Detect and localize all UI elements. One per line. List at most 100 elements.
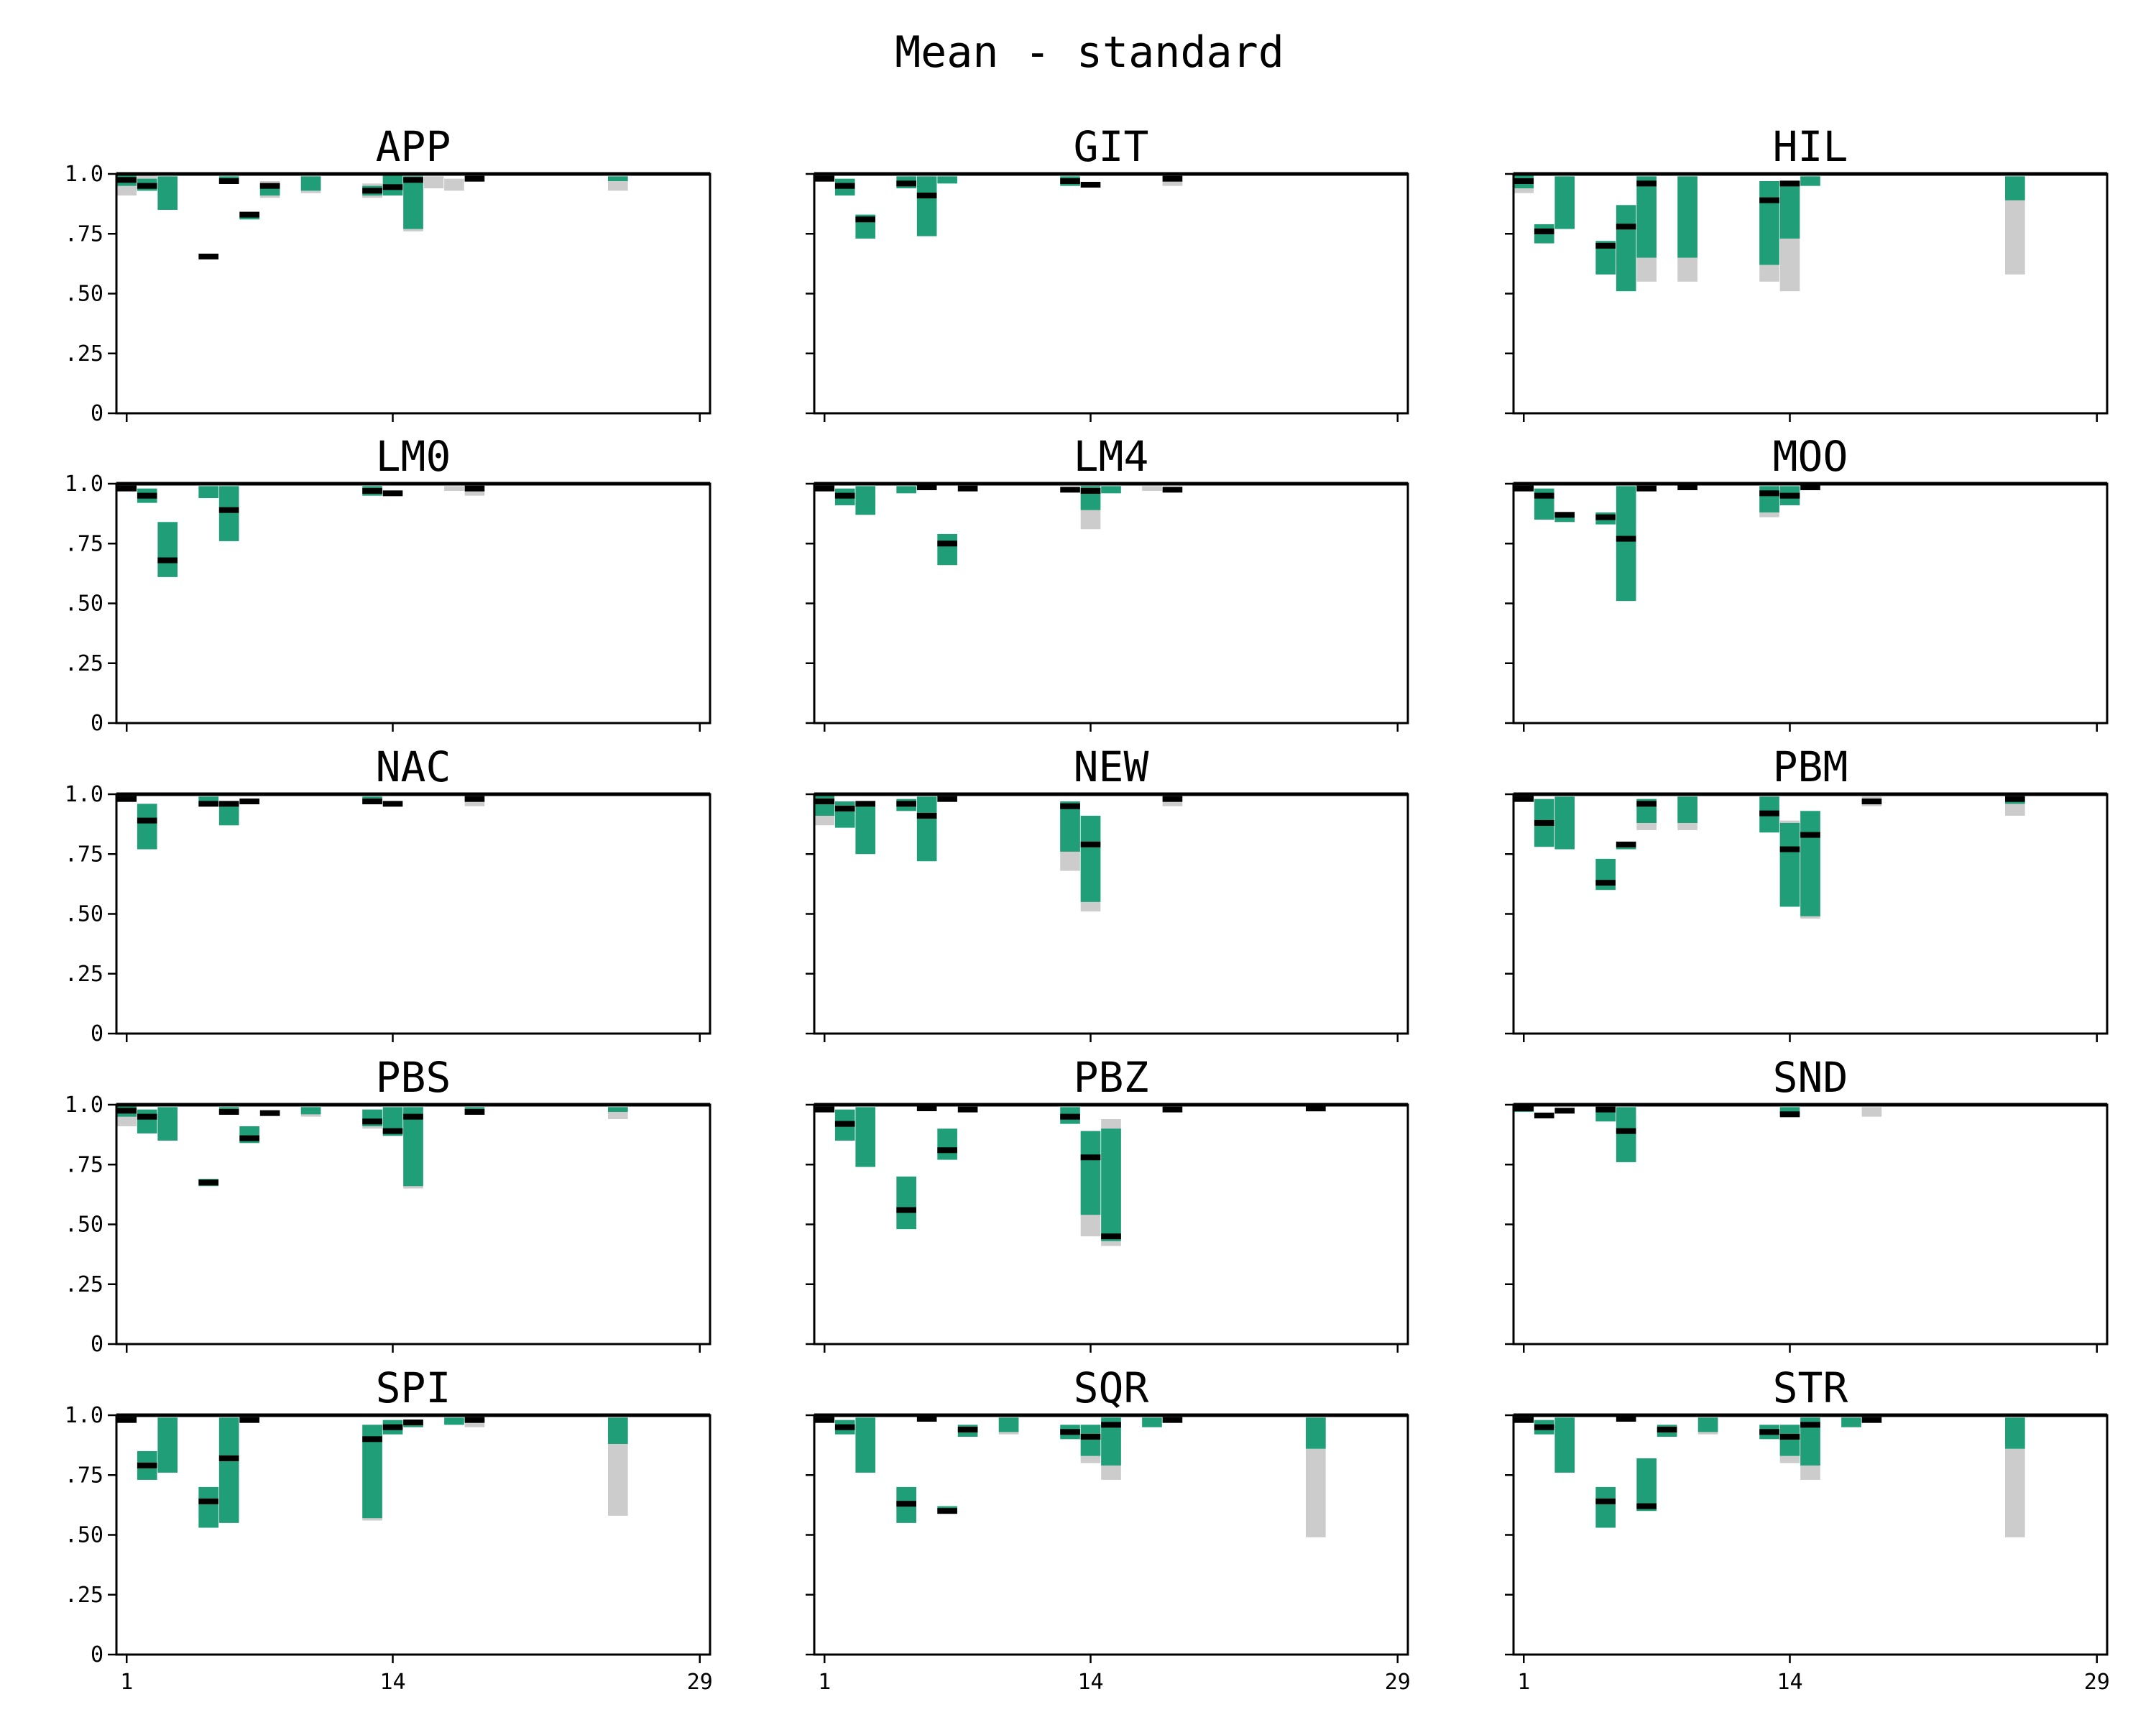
bar-mean-marker: [1080, 1154, 1101, 1161]
y-tick-label: .50: [65, 282, 103, 307]
bar-mean-marker: [1861, 1417, 1882, 1423]
panel-title: PBS: [376, 1053, 451, 1102]
bar-mean-marker: [855, 801, 876, 807]
bar-mean-marker: [259, 183, 280, 189]
bar-mean-marker: [198, 1498, 218, 1504]
x-tick-label: 1: [818, 1670, 831, 1695]
axes-frame: [813, 793, 1409, 1035]
x-tick-label: 29: [687, 1670, 713, 1695]
bar-mean-marker: [464, 175, 485, 182]
bar-range: [896, 486, 916, 494]
bar-mean-marker: [1060, 803, 1080, 809]
bar-mean-marker: [382, 1424, 403, 1430]
bar-mean-marker: [937, 1147, 957, 1154]
bar-range: [1800, 811, 1820, 916]
bar-mean-marker: [1101, 1233, 1121, 1240]
bar-extended-range: [423, 176, 444, 188]
bar-mean-marker: [1060, 178, 1080, 184]
bar-mean-marker: [1861, 798, 1882, 804]
y-tick-label: .25: [65, 1272, 103, 1297]
bar-range: [1677, 176, 1697, 258]
bar-range: [1636, 1458, 1657, 1512]
panel-spi: SPI 0 .25 .50 .75 1.0 1 14 29: [65, 1363, 713, 1695]
y-tick-label: .25: [65, 651, 103, 676]
bar-mean-marker: [896, 1501, 916, 1507]
axes-frame: [813, 482, 1409, 724]
y-tick-label: .75: [65, 531, 103, 556]
x-tick-label: 1: [120, 1670, 133, 1695]
bar-mean-marker: [1554, 1108, 1575, 1114]
y-tick-label: 0: [91, 401, 103, 426]
bar-mean-marker: [1759, 810, 1779, 816]
bar-mean-marker: [1759, 490, 1779, 497]
panel-new: NEW: [806, 742, 1409, 1042]
bar-mean-marker: [116, 485, 137, 492]
y-tick-label: 0: [91, 1021, 103, 1046]
panel-pbz: PBZ: [806, 1053, 1409, 1353]
bar-mean-marker: [218, 507, 239, 513]
bar-mean-marker: [1616, 535, 1636, 542]
bar-range: [300, 1107, 321, 1115]
panel-app: APP 0 .25 .50 .75 1.0: [65, 122, 711, 426]
bar-mean-marker: [464, 1417, 485, 1423]
bar-range: [1142, 1417, 1162, 1427]
y-tick-label: 1.0: [65, 162, 103, 187]
axes-frame: [115, 482, 711, 724]
bar-mean-marker: [1534, 492, 1554, 499]
bar-mean-marker: [1595, 242, 1616, 249]
bar-range: [1101, 1128, 1121, 1241]
bar-mean-marker: [1677, 484, 1697, 490]
bar-mean-marker: [1800, 484, 1820, 490]
bar-mean-marker: [218, 178, 239, 184]
bar-mean-marker: [1534, 819, 1554, 826]
bar-extended-range: [444, 486, 464, 491]
bar-mean-marker: [1060, 487, 1080, 493]
bar-mean-marker: [1162, 175, 1183, 182]
bar-mean-marker: [218, 1108, 239, 1115]
bar-mean-marker: [1636, 801, 1657, 807]
bar-range: [444, 1417, 464, 1425]
bar-mean-marker: [916, 1415, 937, 1422]
y-tick-label: .25: [65, 1583, 103, 1608]
y-tick-label: .75: [65, 842, 103, 867]
bar-mean-marker: [1080, 1433, 1101, 1440]
bar-range: [814, 794, 835, 816]
bar-mean-marker: [937, 796, 957, 802]
bar-mean-marker: [855, 216, 876, 223]
bar-mean-marker: [1101, 1422, 1121, 1428]
bar-mean-marker: [1616, 1415, 1636, 1422]
bar-mean-marker: [382, 184, 403, 190]
bar-mean-marker: [1080, 487, 1101, 494]
bar-range: [300, 176, 321, 191]
bar-range: [1080, 815, 1101, 902]
bar-range: [998, 1417, 1019, 1432]
panel-title: PBM: [1773, 742, 1848, 791]
panel-snd: SND: [1505, 1053, 2109, 1353]
bar-mean-marker: [834, 1121, 855, 1127]
panel-title: HIL: [1773, 122, 1848, 171]
bar-mean-marker: [834, 492, 855, 499]
panel-moo: MOO: [1505, 432, 2109, 732]
y-tick-label: .50: [65, 1523, 103, 1548]
bar-mean-marker: [1595, 514, 1616, 520]
y-tick-label: 0: [91, 1332, 103, 1357]
panel-title: PBZ: [1074, 1053, 1149, 1102]
bar-range: [403, 176, 423, 229]
bar-range: [937, 176, 957, 184]
y-tick-label: 1.0: [65, 782, 103, 807]
x-tick-label: 29: [1385, 1670, 1411, 1695]
bar-mean-marker: [1636, 485, 1657, 492]
bar-range: [1636, 176, 1657, 258]
bar-mean-marker: [218, 801, 239, 807]
bar-mean-marker: [1616, 1128, 1636, 1134]
bar-mean-marker: [239, 1135, 259, 1141]
bar-mean-marker: [916, 812, 937, 819]
chart-title: Mean - standard: [895, 27, 1284, 78]
panel-pbs: PBS 0 .25 .50 .75 1.0: [65, 1053, 711, 1357]
bar-range: [855, 1107, 876, 1167]
bar-range: [1697, 1417, 1718, 1432]
bar-range: [855, 801, 876, 855]
bar-range: [1800, 176, 1820, 186]
bar-mean-marker: [1636, 1503, 1657, 1509]
